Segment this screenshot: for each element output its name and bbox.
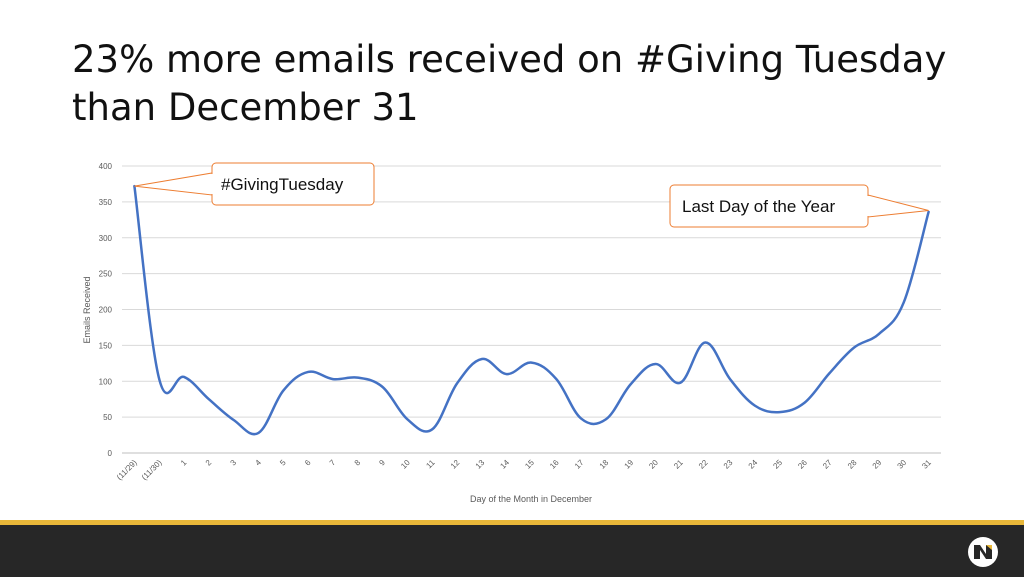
x-tick-label: 31 [920,458,933,471]
data-point [158,378,161,381]
data-point [183,375,186,378]
y-tick-label: 350 [99,198,113,207]
data-point [381,385,384,388]
y-tick-label: 300 [99,234,113,243]
x-tick-label: 16 [548,458,561,471]
data-points [133,185,930,434]
y-axis-label: Emails Received [82,276,92,343]
x-tick-label: 2 [204,458,214,468]
data-point [580,417,583,420]
data-point [356,376,359,379]
data-point [431,428,434,431]
data-point [331,378,334,381]
x-tick-label: 13 [474,458,487,471]
x-tick-label: 18 [598,458,611,471]
y-tick-label: 250 [99,270,113,279]
data-point [704,341,707,344]
y-tick-label: 50 [103,413,112,422]
callouts: #GivingTuesday Last Day of the Year [134,162,929,228]
x-tick-label: 25 [771,458,784,471]
data-point [828,372,831,375]
y-tick-label: 0 [108,449,113,458]
x-tick-label: 8 [353,458,363,468]
x-tick-label: 27 [821,458,834,471]
x-tick-labels: (11/29) (11/30) 1 2 3 4 5 6 7 8 9 10 11 12 13 14 15 16 17 1… [115,458,933,482]
data-point [257,431,260,434]
data-point [480,358,483,361]
series-line-emails [133,184,930,436]
data-point [604,418,607,421]
y-tick-label: 150 [99,341,113,350]
x-tick-label: 10 [399,458,412,471]
x-tick-label: 26 [796,458,809,471]
emails-line-chart: 0 50 100 150 200 250 300 350 400 (11/29) (11/30) 1… [82,162,941,504]
y-tick-labels: 0 50 100 150 200 250 300 350 400 [99,162,113,458]
x-tick-label: 1 [179,458,189,468]
callout-text: Last Day of the Year [682,197,835,216]
data-point [902,301,905,304]
x-tick-label: (11/29) [115,458,139,482]
callout-pointer [134,172,213,196]
data-point [629,383,632,386]
x-tick-label: 9 [377,458,387,468]
x-tick-label: 7 [328,458,338,468]
y-tick-label: 200 [99,306,113,315]
x-tick-label: 19 [623,458,636,471]
company-logo-icon [968,537,998,567]
x-tick-label: 21 [672,458,685,471]
data-point [778,411,781,414]
x-tick-label: 15 [523,458,536,471]
x-tick-label: 4 [253,458,263,468]
data-point [406,418,409,421]
data-point [729,378,732,381]
x-tick-label: 24 [747,458,760,471]
data-point [530,361,533,364]
x-tick-label: 11 [424,458,437,471]
y-tick-label: 400 [99,162,113,171]
footer-stripe [0,520,1024,525]
y-tick-label: 100 [99,377,113,386]
data-point [282,389,285,392]
data-point [753,404,756,407]
x-tick-label: 17 [573,458,586,471]
data-point [307,370,310,373]
x-tick-label: 14 [498,458,511,471]
x-tick-label: 22 [697,458,710,471]
data-point [505,373,508,376]
data-point [803,401,806,404]
x-tick-label: 12 [449,458,462,471]
data-point [679,381,682,384]
callout-text: #GivingTuesday [221,175,344,194]
x-tick-label: 20 [647,458,660,471]
footer-bar [0,525,1024,577]
data-point [927,210,930,213]
callout-pointer [867,194,929,218]
x-tick-label: 23 [722,458,735,471]
x-tick-label: 29 [871,458,884,471]
x-tick-label: 6 [303,458,313,468]
data-point [877,332,880,335]
data-point [232,418,235,421]
x-axis-label: Day of the Month in December [470,494,592,504]
data-point [207,398,210,401]
x-tick-label: 3 [229,458,239,468]
data-point [555,378,558,381]
x-tick-label: 28 [846,458,859,471]
x-tick-label: 5 [278,458,288,468]
x-tick-label: (11/30) [140,458,164,482]
x-tick-label: 30 [896,458,909,471]
slide-title: 23% more emails received on #Giving Tues… [72,38,947,129]
data-point [853,346,856,349]
data-point [654,363,657,366]
data-point [456,382,459,385]
